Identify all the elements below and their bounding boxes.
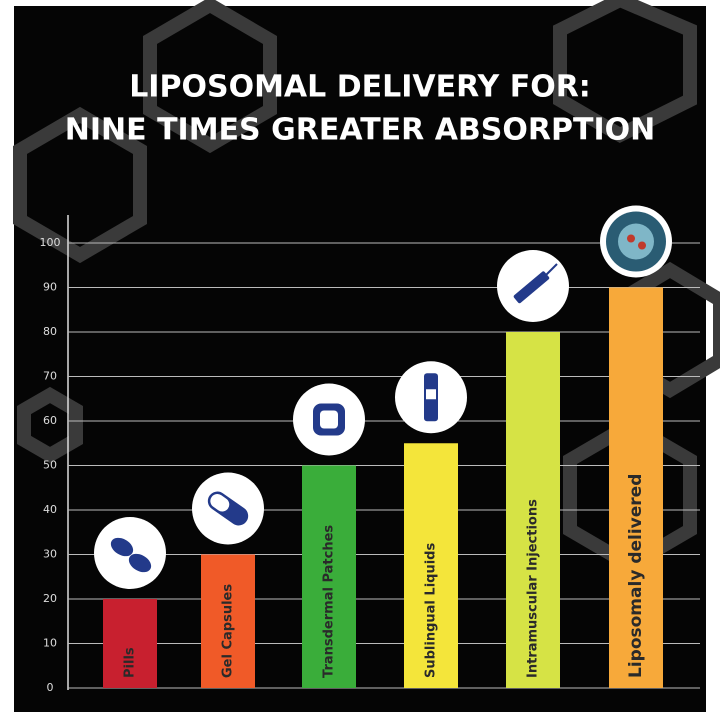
y-tick-label: 20	[43, 592, 57, 605]
icon	[497, 250, 569, 322]
y-tick-label: 100	[40, 236, 61, 249]
bar-label: Pills	[123, 647, 138, 678]
y-tick-label: 50	[43, 459, 57, 472]
y-tick-label: 40	[43, 503, 57, 516]
icon-shape	[627, 235, 635, 243]
y-tick-label: 10	[43, 637, 57, 650]
bar-label: Transdermal Patches	[322, 525, 337, 678]
icon	[293, 384, 365, 456]
y-tick-label: 30	[43, 548, 57, 561]
chart-subtitle: NINE TIMES GREATER ABSORPTION	[65, 113, 655, 148]
y-tick-label: 90	[43, 281, 57, 294]
bar-label: Sublingual Liquids	[424, 543, 439, 678]
y-tick-label: 70	[43, 370, 57, 383]
icon	[395, 361, 467, 433]
bar-label: Gel Capsules	[221, 584, 236, 678]
y-tick-label: 80	[43, 325, 57, 338]
y-tick-label: 60	[43, 414, 57, 427]
icon	[192, 473, 264, 545]
bar-label: Liposomaly delivered	[626, 474, 646, 678]
bar-label: Intramuscular Injections	[526, 499, 541, 678]
icon	[600, 206, 672, 278]
chart: LIPOSOMAL DELIVERY FOR: NINE TIMES GREAT…	[0, 0, 720, 719]
icon-shape	[618, 224, 654, 260]
y-tick-label: 0	[47, 681, 54, 694]
icon-shape	[426, 389, 436, 399]
chart-title: LIPOSOMAL DELIVERY FOR:	[129, 70, 591, 105]
icon	[94, 517, 166, 589]
icon-shape	[638, 242, 646, 250]
icon-shape	[320, 411, 338, 429]
